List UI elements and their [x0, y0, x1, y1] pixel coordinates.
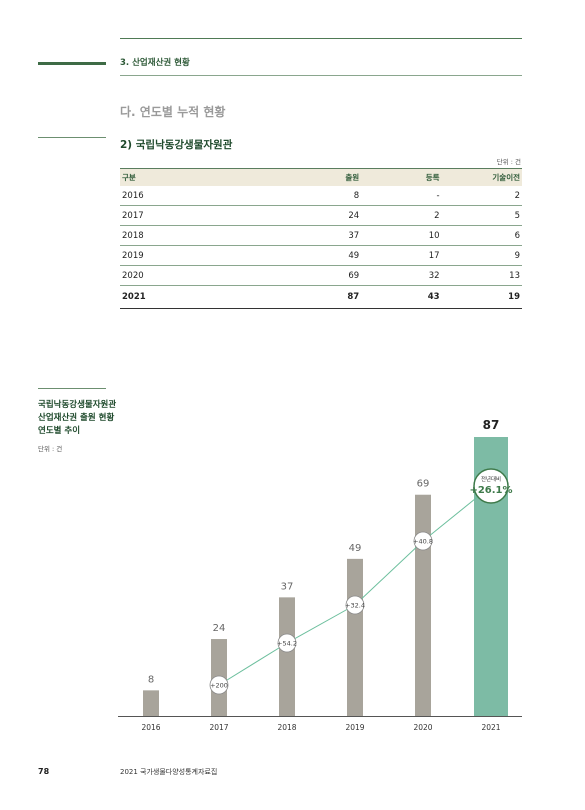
cell-applications: 24 [280, 205, 362, 226]
page-number: 78 [38, 767, 50, 776]
bar-value-label: 8 [148, 674, 154, 685]
cell-tech-transfer: 2 [441, 186, 522, 206]
table-unit: 단위 : 건 [496, 158, 521, 166]
cell-tech-transfer: 6 [441, 225, 522, 246]
growth-label: +40.8 [413, 538, 433, 546]
growth-label: +26.1% [469, 485, 512, 496]
cell-registrations: 43 [361, 285, 442, 309]
chart-title-line: 연도별 추이 [38, 426, 81, 436]
table-title: 2) 국립낙동강생물자원관 [120, 139, 233, 151]
table-row: 2019 49 17 9 [120, 245, 522, 266]
cell-year: 2019 [120, 245, 281, 266]
table-row: 2020 69 32 13 [120, 265, 522, 286]
growth-line-segment [218, 642, 288, 686]
x-tick-label: 2018 [277, 723, 296, 732]
cell-tech-transfer: 5 [441, 205, 522, 226]
growth-label: +200 [210, 682, 228, 690]
growth-label: +32.4 [345, 602, 365, 610]
subsection-title: 다. 연도별 누적 현황 [120, 105, 226, 119]
cell-applications: 8 [280, 186, 362, 206]
data-table: 구분 출원 등록 기술이전 2016 8-2 2017 24 2 5 2018 37 10 6… [120, 168, 522, 309]
chart-title-line: 산업재산권 출원 현황 [38, 413, 115, 423]
chart-unit: 단위 : 건 [38, 445, 63, 453]
x-tick-label: 2016 [141, 723, 160, 732]
table-row: 2018 37 10 6 [120, 225, 522, 246]
left-short-rule [38, 137, 106, 138]
header-category: 구분 [120, 168, 281, 186]
header-applications: 출원 [280, 168, 362, 186]
cell-year: 2018 [120, 225, 281, 246]
growth-marker [413, 531, 433, 551]
bar-value-label: 87 [483, 418, 500, 432]
chart-left-rule [38, 388, 106, 389]
cell-applications: 87 [280, 285, 362, 309]
chart-title-line: 국립낙동강생물자원관 [38, 400, 117, 410]
x-tick-label: 2017 [209, 723, 228, 732]
growth-label: +54.2 [277, 640, 297, 648]
bar [347, 558, 363, 716]
section-rule [120, 75, 522, 76]
bar-value-label: 69 [417, 479, 430, 490]
cell-year: 2021 [120, 285, 281, 309]
section-marker-bar [38, 62, 106, 65]
top-rule [120, 38, 522, 39]
cell-year: 2017 [120, 205, 281, 226]
bar-value-label: 24 [213, 623, 226, 634]
table-row: 2017 24 2 5 [120, 205, 522, 226]
bar [143, 690, 159, 716]
cell-registrations: 17 [361, 245, 442, 266]
table-total-row: 2021 87 43 19 [120, 285, 522, 309]
growth-line-segment [354, 540, 424, 606]
table-row: 2016 8-2 [120, 186, 522, 206]
x-tick-label: 2020 [413, 723, 432, 732]
growth-marker-highlight [473, 468, 509, 504]
header-registrations: 등록 [361, 168, 442, 186]
book-title: 2021 국가생물다양성통계자료집 [120, 768, 218, 776]
cell-applications: 37 [280, 225, 362, 246]
growth-caption: 전년대비 [481, 475, 501, 483]
cell-registrations: 10 [361, 225, 442, 246]
cell-registrations: - [361, 186, 442, 206]
chart-title: 국립낙동강생물자원관 산업재산권 출원 현황 연도별 추이 [38, 399, 128, 438]
table-header-row: 구분 출원 등록 기술이전 [120, 168, 522, 186]
bar [279, 597, 295, 716]
growth-marker [345, 595, 365, 615]
growth-marker [209, 675, 229, 695]
cell-tech-transfer: 9 [441, 245, 522, 266]
cell-year: 2016 [120, 186, 281, 206]
bar-value-label: 49 [349, 543, 362, 554]
cell-tech-transfer: 19 [441, 285, 522, 309]
growth-marker [277, 633, 297, 653]
bar [415, 494, 431, 716]
header-tech-transfer: 기술이전 [441, 168, 522, 186]
cell-applications: 49 [280, 245, 362, 266]
x-tick-label: 2019 [345, 723, 364, 732]
bar-value-label: 37 [281, 581, 294, 592]
section-title: 3. 산업재산권 현황 [120, 58, 190, 68]
x-tick-label: 2021 [481, 723, 500, 732]
growth-line-segment [286, 604, 356, 644]
cell-registrations: 2 [361, 205, 442, 226]
